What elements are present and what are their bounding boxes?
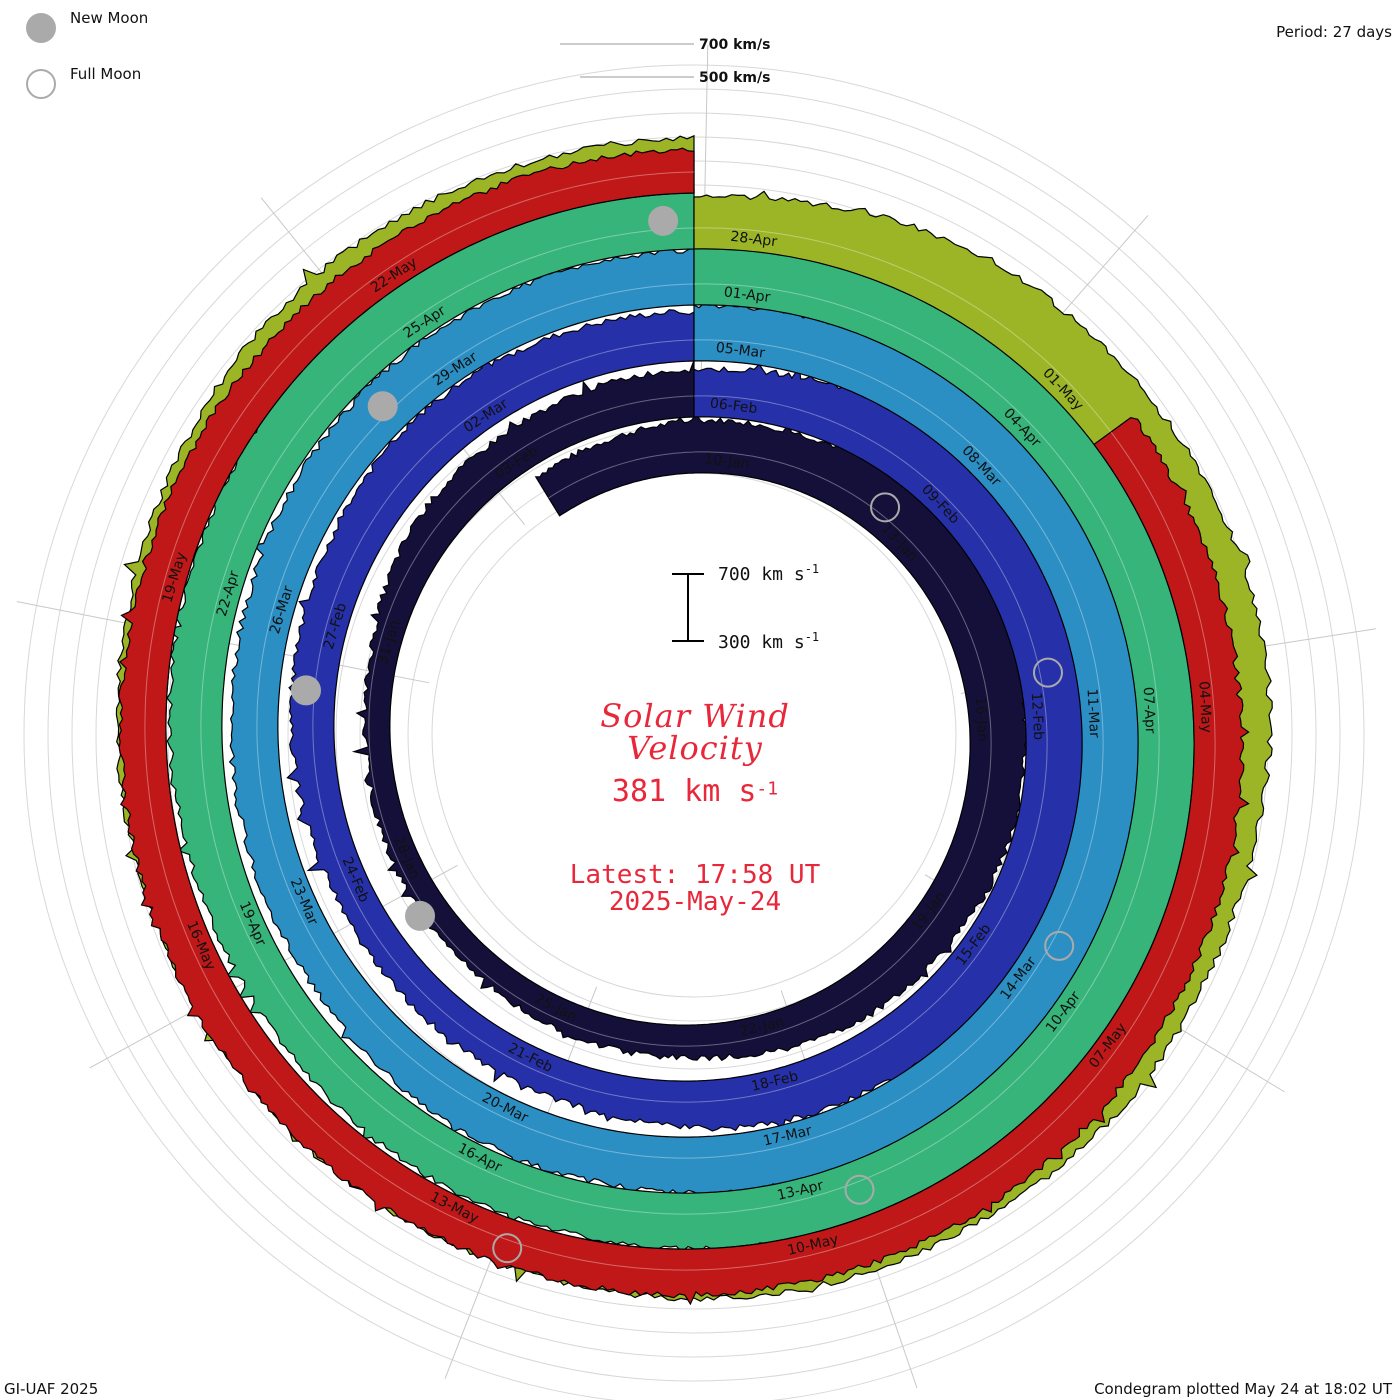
speed-rings bbox=[115, 134, 1273, 1306]
new-moon-marker bbox=[291, 675, 322, 706]
chart-title: Solar Wind Velocity bbox=[0, 700, 1390, 764]
rotation-4-band-edge bbox=[200, 227, 1160, 1215]
date-label: 01-Apr bbox=[723, 284, 772, 306]
title-line-2: Velocity bbox=[627, 729, 763, 767]
date-label: 11-Mar bbox=[1084, 688, 1103, 738]
grid-ring bbox=[47, 88, 1341, 1382]
date-label: 28-Apr bbox=[730, 229, 779, 251]
scale-bottom-label: 300 km s-1 bbox=[718, 630, 820, 653]
date-label: 04-May bbox=[1195, 681, 1214, 734]
new-moon-marker bbox=[405, 900, 436, 931]
footer-credit: GI-UAF 2025 bbox=[4, 1380, 99, 1398]
full-moon-icon bbox=[26, 69, 56, 99]
footer-plot-time: Condegram plotted May 24 at 18:02 UT bbox=[1094, 1380, 1392, 1398]
grid-ring bbox=[23, 64, 1365, 1400]
full-moon-marker bbox=[844, 1174, 875, 1205]
date-label: 16-Jan bbox=[972, 696, 990, 742]
scale-top-label: 700 km s-1 bbox=[718, 562, 820, 585]
date-label: 12-Feb bbox=[1028, 692, 1047, 741]
grid-ring bbox=[71, 112, 1317, 1358]
rotation-2-band-edge bbox=[312, 339, 1048, 1103]
latest-time: Latest: 17:58 UT bbox=[569, 860, 821, 890]
full-moon-marker bbox=[870, 492, 901, 523]
legend-full-moon: Full Moon bbox=[26, 65, 142, 100]
rotation-6-area bbox=[118, 147, 1250, 1306]
new-moon-icon bbox=[26, 13, 56, 43]
current-speed: 381 km s-1 bbox=[611, 774, 779, 809]
rotation-6-band-edge bbox=[144, 171, 1216, 1271]
date-label: 05-Mar bbox=[715, 340, 766, 362]
scale-bar bbox=[672, 573, 704, 642]
date-label: 10-Jan bbox=[704, 451, 751, 472]
new-moon-marker bbox=[367, 391, 398, 422]
rotation-3-band-edge bbox=[256, 283, 1104, 1159]
date-label: 06-Feb bbox=[709, 396, 758, 418]
legend-new-moon: New Moon bbox=[26, 9, 149, 44]
latest-date: 2025-May-24 bbox=[608, 887, 782, 917]
rotation-1-band-edge bbox=[368, 395, 992, 1047]
ring-scale-500-label: 500 km/s bbox=[699, 70, 770, 86]
period-label: Period: 27 days bbox=[1276, 23, 1392, 41]
new-moon-marker bbox=[648, 205, 679, 236]
full-moon-label: Full Moon bbox=[70, 65, 142, 83]
ring-scale-labels: 700 km/s 500 km/s bbox=[560, 37, 770, 86]
full-moon-marker bbox=[492, 1233, 523, 1264]
ring-scale-700-label: 700 km/s bbox=[699, 37, 770, 53]
latest-block: Latest: 17:58 UT 2025-May-24 bbox=[0, 862, 1390, 916]
full-moon-marker bbox=[1032, 657, 1063, 688]
title-line-1: Solar Wind bbox=[600, 697, 790, 735]
date-label: 07-Apr bbox=[1140, 686, 1159, 734]
new-moon-label: New Moon bbox=[70, 9, 149, 27]
full-moon-marker bbox=[1044, 930, 1075, 961]
moon-markers bbox=[291, 205, 1075, 1264]
